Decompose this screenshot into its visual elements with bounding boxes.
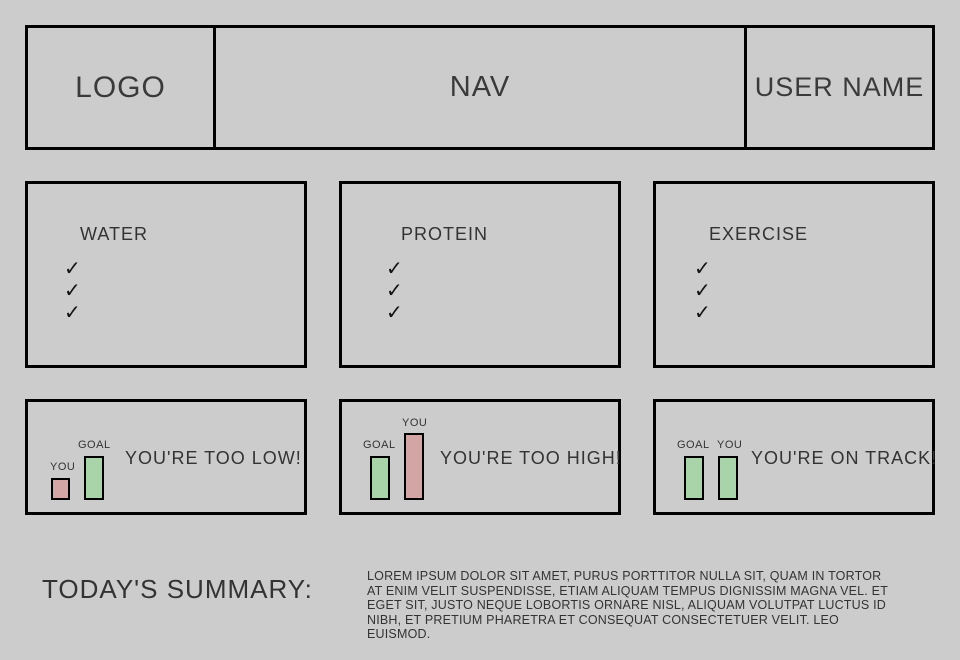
check-icon: ✓	[64, 302, 81, 324]
summary-body: LOREM IPSUM DOLOR SIT AMET, PURUS PORTTI…	[367, 569, 888, 641]
user-name[interactable]: USER NAME	[754, 72, 925, 102]
protein-checklist: ✓ ✓ ✓	[386, 258, 403, 324]
status-message: YOU'RE TOO LOW!	[125, 448, 302, 468]
header-bar: LOGO NAV USER NAME	[25, 25, 935, 150]
status-message: YOU'RE ON TRACK!	[751, 448, 938, 468]
check-icon: ✓	[386, 280, 403, 302]
exercise-card[interactable]: EXERCISE ✓ ✓ ✓	[653, 181, 935, 368]
logo[interactable]: LOGO	[28, 28, 216, 147]
goal-bar	[370, 456, 390, 500]
exercise-title: EXERCISE	[709, 224, 809, 244]
exercise-status-card[interactable]: GOAL YOU YOU'RE ON TRACK!	[653, 399, 938, 515]
check-icon: ✓	[64, 258, 81, 280]
goal-label: GOAL	[78, 439, 111, 451]
water-card[interactable]: WATER ✓ ✓ ✓	[25, 181, 307, 368]
protein-status-card[interactable]: GOAL YOU YOU'RE TOO HIGH!	[339, 399, 621, 515]
you-label: YOU	[717, 439, 743, 451]
goal-label: GOAL	[677, 439, 710, 451]
exercise-checklist: ✓ ✓ ✓	[694, 258, 711, 324]
you-label: YOU	[402, 417, 428, 429]
status-message: YOU'RE TOO HIGH!	[440, 448, 622, 468]
check-icon: ✓	[694, 280, 711, 302]
you-bar	[718, 456, 738, 500]
protein-title: PROTEIN	[401, 224, 489, 244]
check-icon: ✓	[694, 258, 711, 280]
check-icon: ✓	[386, 258, 403, 280]
check-icon: ✓	[694, 302, 711, 324]
you-bar	[404, 433, 424, 500]
protein-card[interactable]: PROTEIN ✓ ✓ ✓	[339, 181, 621, 368]
nav[interactable]: NAV	[216, 28, 747, 147]
goal-label: GOAL	[363, 439, 396, 451]
you-label: YOU	[50, 461, 76, 473]
water-title: WATER	[80, 224, 148, 244]
goal-bar	[84, 456, 104, 500]
summary-title: TODAY'S SUMMARY:	[42, 574, 313, 604]
water-status-card[interactable]: YOU GOAL YOU'RE TOO LOW!	[25, 399, 307, 515]
check-icon: ✓	[64, 280, 81, 302]
goal-bar	[684, 456, 704, 500]
you-bar	[51, 478, 70, 500]
water-checklist: ✓ ✓ ✓	[64, 258, 81, 324]
check-icon: ✓	[386, 302, 403, 324]
